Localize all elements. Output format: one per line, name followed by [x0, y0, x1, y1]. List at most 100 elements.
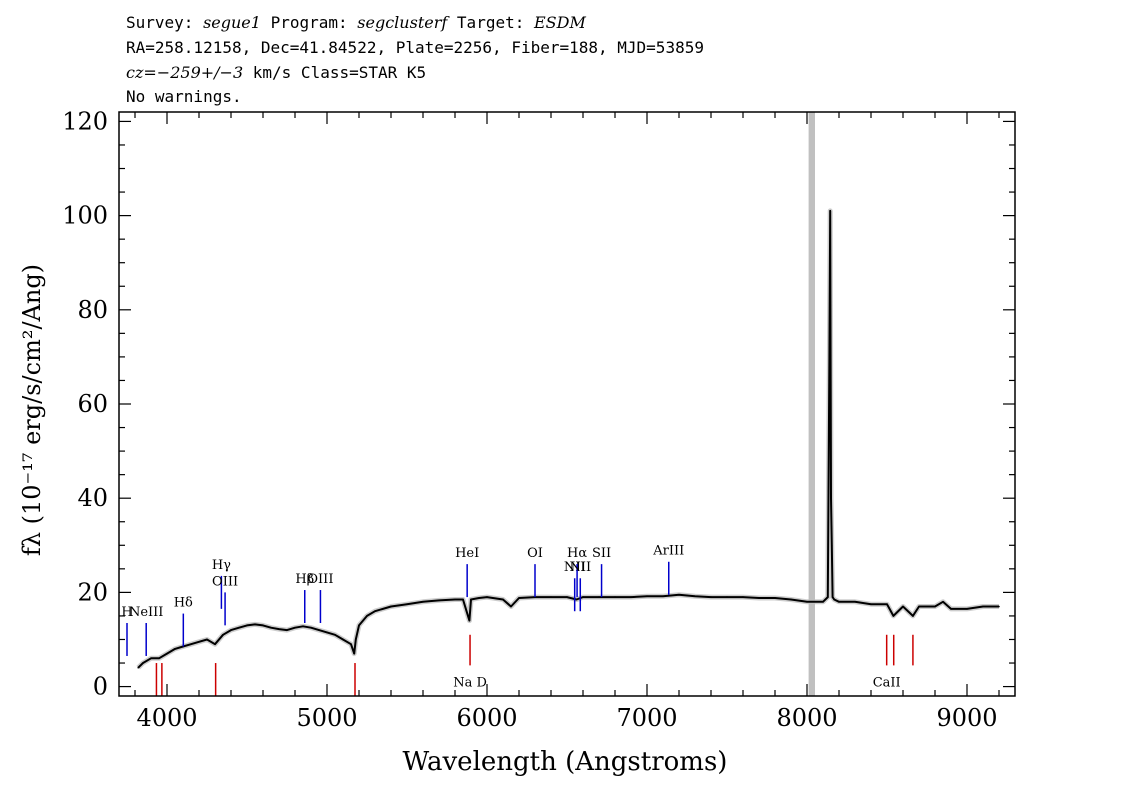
spectrum-point: [982, 605, 984, 608]
spectrum-point: [831, 544, 833, 547]
emission-line-label: SII: [592, 546, 611, 561]
spectrum-point: [238, 626, 240, 629]
spectrum-point: [998, 605, 1000, 608]
spectrum-point: [710, 596, 712, 598]
spectrum-point: [198, 641, 200, 643]
spectrum-point: [550, 596, 552, 598]
spectrum-point: [827, 596, 829, 598]
spectrum-point: [294, 626, 296, 629]
spectrum-point: [678, 593, 680, 596]
x-tick-label: 9000: [936, 704, 997, 732]
survey-value: segue1: [203, 13, 261, 32]
x-tick-label: 6000: [456, 704, 517, 732]
spectrum-point: [742, 596, 744, 598]
spectrum-point: [566, 596, 568, 598]
spectrum-point: [468, 619, 471, 622]
spectrum-point: [966, 608, 968, 610]
x-tick-label: 4000: [136, 704, 197, 732]
program-value: segclusterf: [357, 13, 448, 32]
spectrum-point: [934, 605, 936, 608]
spectrum-point: [510, 605, 512, 608]
spectrum-point: [158, 657, 160, 660]
emission-line-label: OI: [527, 546, 543, 561]
y-tick-label: 40: [77, 484, 108, 512]
spectrum-point: [334, 633, 336, 636]
target-value: ESDM: [534, 13, 586, 32]
spectrum-point: [286, 629, 288, 631]
target-label: Target:: [456, 13, 525, 32]
spectrum-point: [310, 626, 312, 629]
spectrum-point: [358, 624, 360, 627]
spectrum-point: [790, 598, 792, 601]
spectrum-point: [575, 598, 578, 601]
emission-line-label: Hγ: [212, 558, 231, 573]
spectrum-point: [646, 595, 648, 597]
spectrum-point: [830, 497, 832, 499]
spectrum-point: [390, 605, 392, 608]
y-tick-label: 120: [62, 107, 108, 135]
spectrum-point: [190, 643, 192, 645]
spectrum-point: [912, 615, 914, 617]
x-axis-label: Wavelength (Angstroms): [403, 747, 728, 777]
spectrum-point: [774, 597, 776, 599]
absorption-line-label: Na D: [453, 676, 487, 691]
spectrum-point: [246, 624, 248, 627]
spectrum-point: [694, 595, 696, 597]
plot-frame: [118, 111, 1016, 697]
spectrum-point: [206, 638, 208, 641]
spectrum-point: [486, 596, 488, 598]
spectrum-point: [318, 629, 320, 631]
spectrum-point: [326, 631, 328, 634]
spectrum-point: [262, 624, 264, 627]
spectrum-point: [270, 626, 272, 629]
spectrum-point: [137, 666, 139, 669]
spectrum-point: [374, 610, 376, 613]
header-line-1: Survey: segue1 Program: segclusterf Targ…: [126, 13, 586, 33]
spectrum-point: [854, 601, 856, 603]
emission-line-label: Hδ: [174, 596, 193, 611]
spectrum-point: [630, 596, 632, 598]
spectrum-point: [822, 601, 824, 603]
spectrum-point: [406, 603, 408, 605]
spectrum-point: [726, 596, 728, 598]
header-line-2: RA=258.12158, Dec=41.84522, Plate=2256, …: [126, 38, 704, 57]
spectrum-point: [166, 652, 168, 655]
spectrum-point: [829, 210, 831, 212]
emission-line-label: HeI: [455, 546, 479, 561]
spectrum-point: [838, 601, 840, 603]
spectrum-point: [366, 615, 368, 617]
spectrum-point: [902, 605, 904, 608]
spectrum-point: [833, 598, 835, 601]
spectrum-point: [758, 597, 760, 599]
program-label: Program:: [270, 13, 348, 32]
spectrum-point: [942, 601, 944, 603]
header-line-4: No warnings.: [126, 87, 242, 106]
emission-line-label: Hα: [567, 546, 587, 561]
spectrum-point: [342, 638, 344, 641]
spectrum-point: [614, 596, 616, 598]
emission-line-label: H: [121, 605, 132, 620]
spectrum-point: [353, 652, 356, 655]
spectrum-point: [438, 599, 440, 602]
spectrum-point: [662, 595, 664, 597]
spectrum-point: [502, 598, 504, 601]
spectrum-point: [278, 628, 280, 630]
emission-line-label: NII: [569, 560, 591, 575]
spectrum-point: [892, 615, 895, 617]
spectrum-point: [350, 643, 352, 645]
spectrum-point: [422, 601, 424, 603]
cz-rest: km/s Class=STAR K5: [252, 63, 427, 82]
emission-line-label: Hβ: [295, 572, 314, 587]
absorption-line-label: CaII: [873, 676, 901, 691]
spectrum-point: [454, 598, 456, 601]
y-tick-label: 80: [77, 296, 108, 324]
emission-line-label: OIII: [212, 574, 238, 589]
emission-line-label: NeIII: [129, 605, 163, 620]
spectrum-point: [582, 596, 584, 598]
spectrum-point: [598, 596, 600, 598]
spectrum-point: [214, 643, 216, 645]
spectrum-point: [470, 598, 472, 601]
spectrum-point: [886, 603, 888, 605]
x-tick-label: 8000: [776, 704, 837, 732]
